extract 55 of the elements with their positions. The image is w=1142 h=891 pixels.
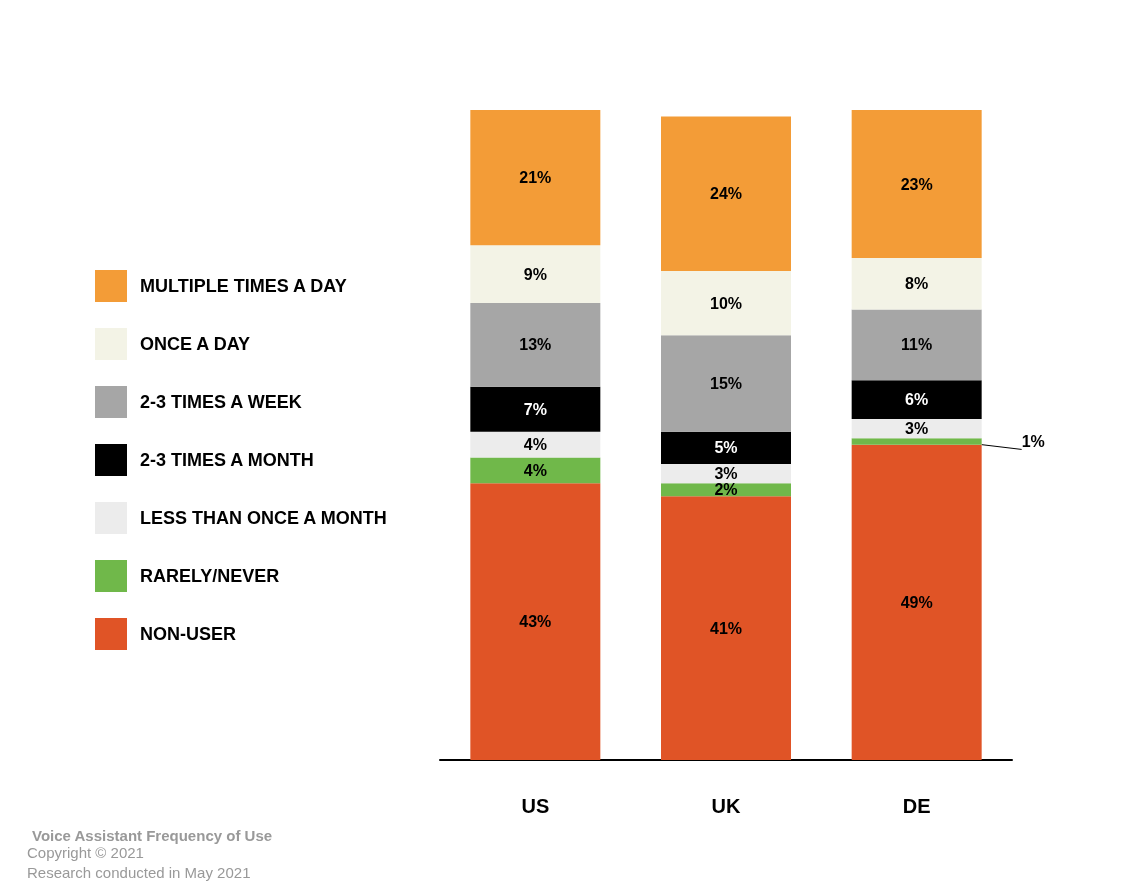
bar [851,418,982,439]
bar [661,335,791,432]
bar [851,309,982,381]
legend-label: MULTIPLE TIMES A DAY [140,276,347,296]
x-tick-label: US [521,795,550,817]
bar [470,303,601,387]
legend-label: 2-3 TIMES A MONTH [140,450,314,470]
legend-label: NON-USER [140,624,237,644]
bar [851,438,982,445]
data-label: 24% [709,185,743,203]
x-tick-label: DE [902,795,931,817]
data-label: 41% [709,619,743,637]
data-label: 11% [901,336,933,354]
data-label: 2% [714,481,738,499]
data-label: 8% [905,275,929,293]
bar [470,431,601,458]
bar [661,483,791,497]
bar [851,380,982,419]
data-label: 21% [519,169,552,187]
bar [470,483,601,760]
data-label: 1% [1021,432,1045,450]
data-label: 4% [523,436,547,454]
bar [661,116,791,271]
data-label: 6% [905,391,929,409]
bar [470,457,601,484]
data-label: 5% [714,439,738,457]
legend-label: 2-3 TIMES A WEEK [140,392,302,412]
bar [470,110,601,246]
bar [470,245,601,304]
bar [661,463,791,484]
data-label: 23% [900,175,933,193]
x-tick-label: UK [711,795,741,817]
bar [661,496,791,760]
legend-label: ONCE A DAY [140,334,251,354]
bar [661,431,791,464]
text: Copyright © 2021 [27,844,144,861]
text: Research conducted in May 2021 [27,864,251,881]
legend-label: RARELY/NEVER [140,566,280,586]
data-label: 10% [709,294,743,312]
bar [661,270,791,336]
data-label: 15% [709,375,743,393]
data-label: 7% [523,400,547,418]
bar [851,258,982,310]
bar [851,444,982,760]
legend-label: LESS THAN ONCE A MONTH [140,508,387,528]
data-label: 3% [714,465,738,483]
data-label: 43% [519,613,552,631]
data-label: 49% [900,593,933,611]
bar [470,386,601,432]
data-label: 4% [523,461,547,479]
bar [851,110,982,259]
data-label: 9% [523,265,547,283]
data-label: 3% [905,420,929,438]
data-label: 13% [519,336,552,354]
text: Voice Assistant Frequency of Use [32,827,273,844]
